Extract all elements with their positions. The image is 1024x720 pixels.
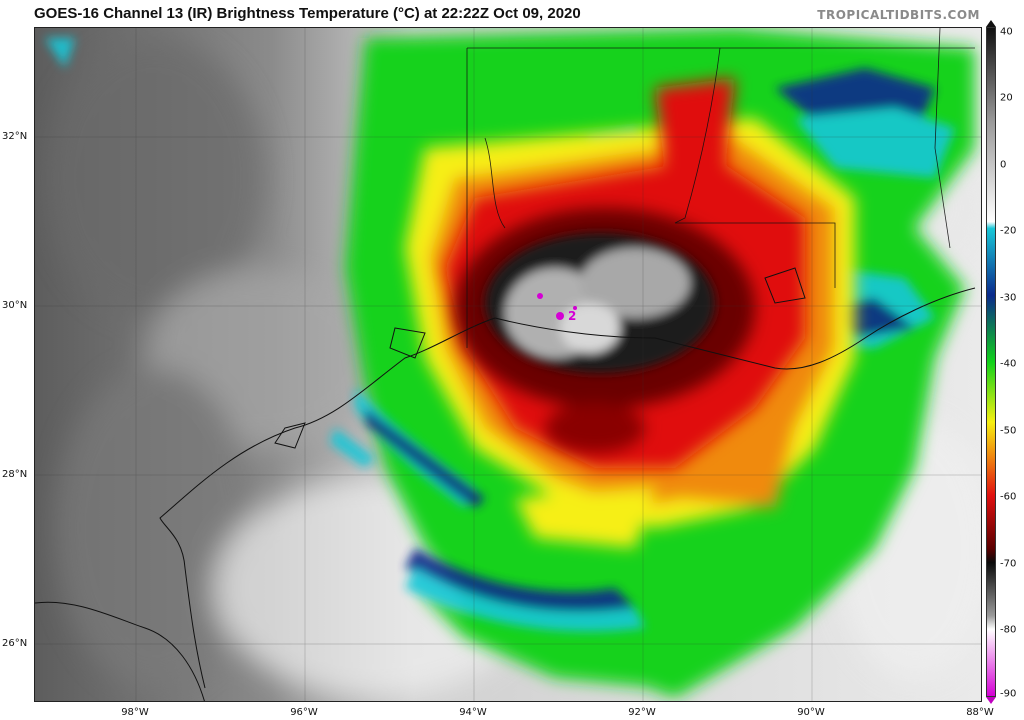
colorbar-tick-neg50: -50 — [1000, 425, 1017, 437]
colorbar-tick-neg20: -20 — [1000, 225, 1017, 237]
lat-lon-grid — [35, 28, 981, 701]
colorbar-tick-neg30: -30 — [1000, 292, 1017, 304]
lat-label-28: 28°N — [2, 469, 28, 480]
lon-label-96: 96°W — [290, 707, 318, 718]
lat-label-26: 26°N — [2, 638, 28, 649]
colorbar — [986, 27, 996, 697]
map-title: GOES-16 Channel 13 (IR) Brightness Tempe… — [34, 5, 581, 22]
colorbar-tick-neg90: -90 — [1000, 688, 1017, 700]
colorbar-tick-40: 40 — [1000, 26, 1013, 38]
state-borders — [466, 28, 975, 348]
colorbar-tick-neg80: -80 — [1000, 624, 1017, 636]
colorbar-tick-neg70: -70 — [1000, 558, 1017, 570]
satellite-map[interactable]: 2 — [34, 27, 982, 702]
lat-label-32: 32°N — [2, 131, 28, 142]
satellite-image: 2 — [35, 28, 981, 701]
lon-label-94: 94°W — [459, 707, 487, 718]
colorbar-tick-0: 0 — [1000, 159, 1007, 171]
colorbar-max-arrow — [986, 20, 996, 27]
colorbar-tick-neg60: -60 — [1000, 491, 1017, 503]
lon-label-90: 90°W — [797, 707, 825, 718]
lon-label-92: 92°W — [628, 707, 656, 718]
hurricane-symbol: 2 — [568, 309, 576, 323]
colorbar-min-arrow — [986, 697, 996, 704]
lon-label-98: 98°W — [121, 707, 149, 718]
colorbar-tick-neg40: -40 — [1000, 358, 1017, 370]
lon-label-88: 88°W — [966, 707, 994, 718]
source-credit: TROPICALTIDBITS.COM — [817, 8, 980, 22]
colorbar-tick-20: 20 — [1000, 92, 1013, 104]
coastline — [35, 267, 976, 701]
lat-label-30: 30°N — [2, 300, 28, 311]
